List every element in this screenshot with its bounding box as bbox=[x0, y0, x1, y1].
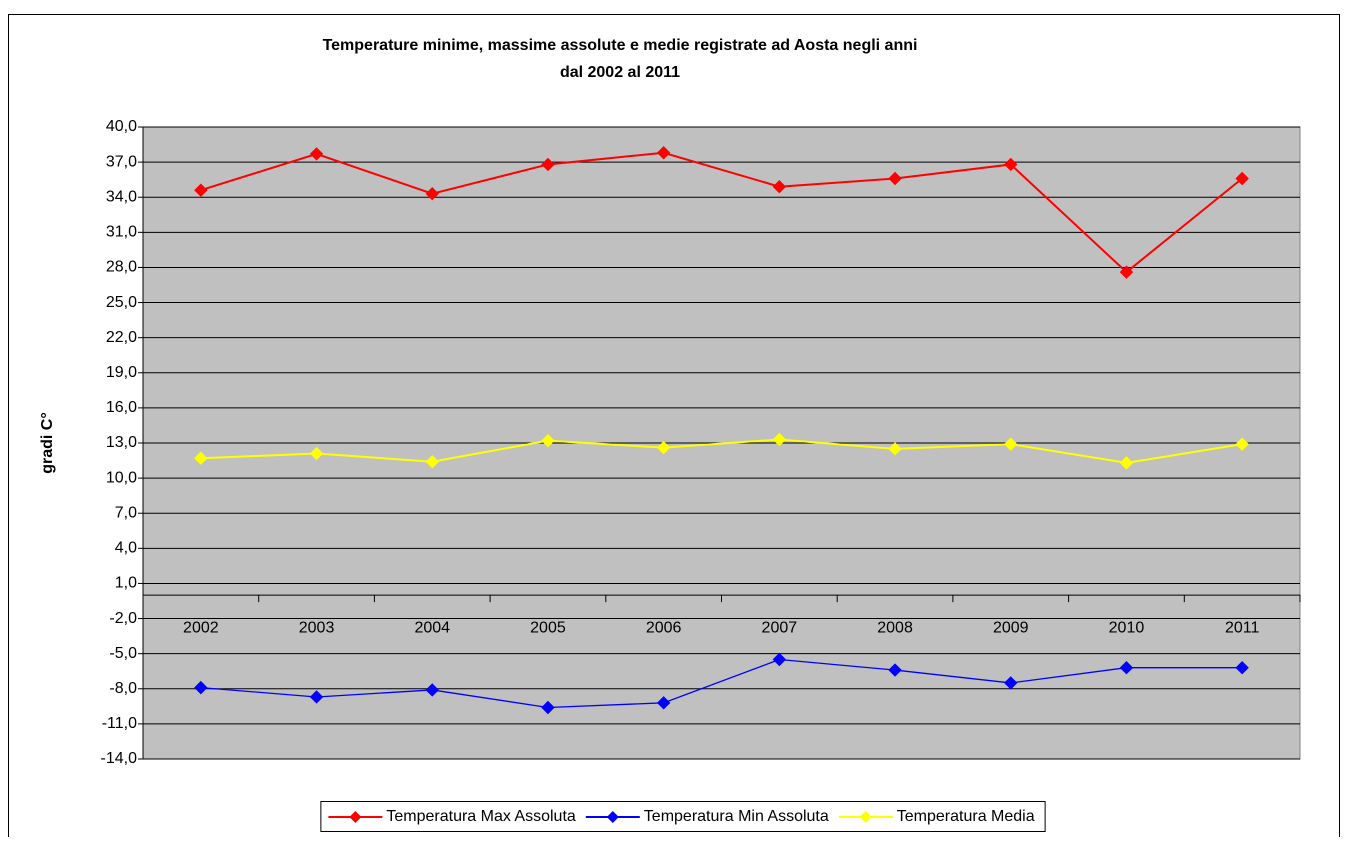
data-point bbox=[541, 700, 555, 715]
series-line bbox=[200, 658, 1243, 709]
y-tick-label: 40,0 bbox=[106, 118, 137, 135]
y-tick-label: 31,0 bbox=[106, 224, 137, 241]
y-tick-label: 34,0 bbox=[106, 188, 137, 205]
y-tick-label: 16,0 bbox=[106, 399, 137, 416]
x-tick-label: 2007 bbox=[762, 619, 798, 636]
series-line bbox=[200, 438, 1243, 464]
data-point bbox=[194, 183, 208, 197]
legend-marker bbox=[859, 811, 872, 823]
data-point bbox=[1235, 171, 1249, 186]
chart-title: dal 2002 al 2011 bbox=[560, 64, 680, 81]
y-tick-label: -11,0 bbox=[102, 715, 137, 732]
data-point bbox=[1004, 676, 1018, 690]
data-point bbox=[1119, 661, 1134, 675]
x-tick-label: 2006 bbox=[646, 619, 682, 636]
data-point bbox=[425, 455, 439, 469]
y-tick-label: 37,0 bbox=[106, 153, 137, 170]
data-point bbox=[309, 147, 324, 161]
y-tick-label: 22,0 bbox=[106, 329, 137, 346]
x-tick-label: 2003 bbox=[299, 619, 335, 636]
data-point bbox=[888, 442, 902, 456]
legend-marker bbox=[349, 811, 362, 823]
y-tick-label: 28,0 bbox=[106, 259, 137, 276]
y-tick-label: -8,0 bbox=[109, 680, 137, 697]
data-point bbox=[1119, 456, 1134, 470]
y-tick-label: 4,0 bbox=[115, 540, 137, 557]
x-tick-label: 2005 bbox=[530, 619, 566, 636]
y-tick-label: -14,0 bbox=[101, 750, 138, 767]
data-point bbox=[772, 652, 787, 667]
y-tick-label: 25,0 bbox=[106, 294, 137, 311]
y-tick-label: 13,0 bbox=[106, 434, 137, 451]
legend-label: Temperatura Min Assoluta bbox=[644, 808, 829, 825]
data-point bbox=[1004, 437, 1018, 451]
data-point bbox=[772, 432, 787, 447]
x-tick-label: 2004 bbox=[414, 619, 450, 636]
y-tick-label: -5,0 bbox=[109, 645, 137, 662]
y-tick-label: 19,0 bbox=[106, 364, 137, 381]
legend-box bbox=[320, 801, 1046, 832]
y-tick-label: -2,0 bbox=[109, 610, 137, 627]
x-tick-label: 2009 bbox=[993, 619, 1029, 636]
data-point bbox=[425, 187, 439, 201]
data-point bbox=[772, 179, 787, 194]
data-point bbox=[1004, 157, 1018, 172]
legend-label: Temperatura Max Assoluta bbox=[386, 808, 576, 825]
data-point bbox=[541, 433, 555, 448]
data-point bbox=[656, 696, 671, 710]
y-tick-label: 1,0 bbox=[115, 575, 137, 592]
y-tick-label: 7,0 bbox=[115, 504, 137, 521]
legend-label: Temperatura Media bbox=[897, 808, 1035, 825]
data-point bbox=[1235, 437, 1249, 451]
data-point bbox=[888, 171, 902, 186]
data-point bbox=[1235, 661, 1249, 675]
y-axis-label: gradi C° bbox=[39, 412, 56, 474]
data-point bbox=[656, 440, 671, 455]
data-point bbox=[1119, 265, 1134, 279]
data-point bbox=[425, 683, 439, 697]
data-point bbox=[309, 446, 324, 461]
chart-title: Temperature minime, massime assolute e m… bbox=[323, 37, 918, 54]
x-tick-label: 2008 bbox=[877, 619, 913, 636]
data-point bbox=[888, 663, 902, 677]
series-line bbox=[200, 151, 1243, 274]
data-point bbox=[309, 690, 324, 704]
data-point bbox=[656, 146, 671, 160]
data-point bbox=[194, 451, 208, 465]
x-tick-label: 2002 bbox=[183, 619, 219, 636]
y-tick-label: 10,0 bbox=[106, 469, 137, 486]
legend-marker bbox=[606, 811, 619, 823]
x-tick-label: 2010 bbox=[1109, 619, 1145, 636]
data-point bbox=[541, 157, 555, 172]
data-point bbox=[194, 680, 208, 695]
x-tick-label: 2011 bbox=[1225, 619, 1260, 636]
